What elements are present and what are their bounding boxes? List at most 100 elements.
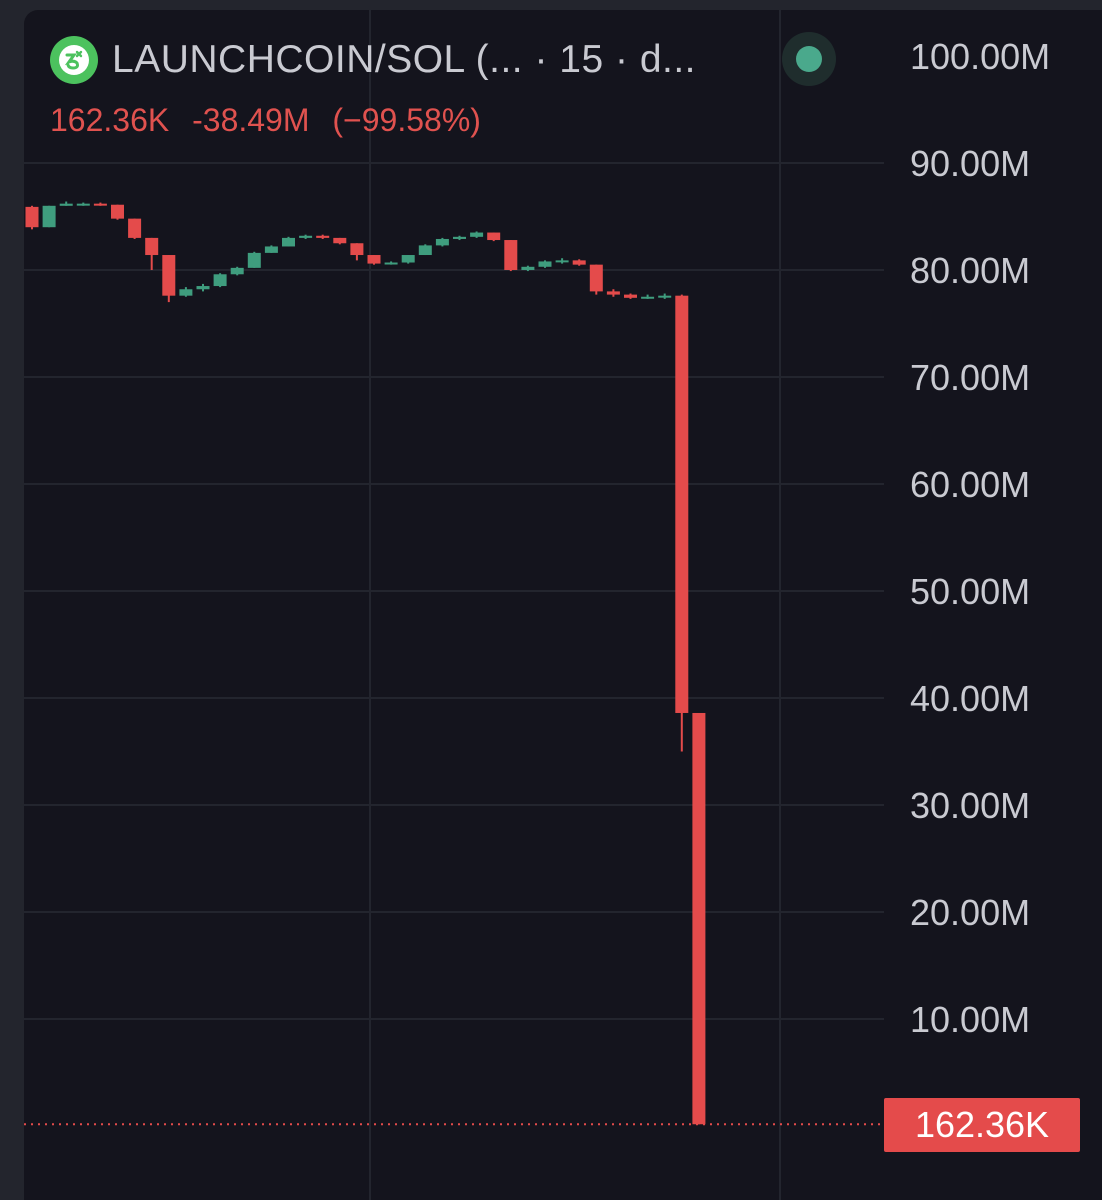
candle-body — [606, 291, 620, 295]
chart-panel[interactable]: 100.00M 90.00M 80.00M 70.00M 60.00M 50.00M 40.… — [24, 10, 1102, 1200]
price-legend: 162.36K -38.49M (−99.58%) — [50, 102, 495, 139]
candle-body — [145, 237, 159, 256]
candle — [76, 202, 90, 206]
price-change-percent: (−99.58%) — [332, 102, 481, 138]
candle — [316, 234, 330, 239]
y-axis: 100.00M 90.00M 80.00M 70.00M 60.00M 50.00M 40.… — [910, 36, 1050, 1040]
candle-body — [264, 246, 278, 253]
candle — [624, 293, 637, 299]
candle-body — [589, 264, 603, 292]
y-tick-label: 100.00M — [910, 36, 1050, 77]
candle — [145, 237, 159, 270]
candle — [692, 712, 706, 1125]
candle — [59, 201, 73, 206]
y-tick-label: 80.00M — [910, 250, 1030, 291]
candle — [572, 259, 586, 266]
y-tick-label: 90.00M — [910, 143, 1030, 184]
candle — [196, 283, 210, 292]
candle — [487, 232, 501, 242]
candle-body — [213, 274, 227, 287]
candle-body — [675, 295, 689, 713]
candle-body — [76, 203, 90, 206]
candlestick-chart[interactable]: 100.00M 90.00M 80.00M 70.00M 60.00M 50.00M 40.… — [24, 10, 1102, 1200]
candle-body — [59, 203, 73, 206]
candle — [213, 273, 227, 288]
candle — [230, 266, 244, 276]
candle — [299, 234, 313, 239]
candle — [93, 202, 107, 206]
candle-body — [384, 262, 398, 265]
y-tick-label: 10.00M — [910, 999, 1030, 1040]
candle-body — [401, 255, 415, 263]
candle-body — [538, 261, 552, 267]
candle — [350, 243, 364, 261]
candle-body — [299, 235, 313, 238]
candle-body — [504, 240, 518, 270]
candle — [521, 265, 535, 272]
candle-body — [350, 243, 364, 256]
candle — [658, 293, 672, 299]
chart-header: LAUNCHCOIN/SOL (... · 15 · d... — [50, 36, 697, 84]
candle — [264, 245, 278, 253]
candle-body — [470, 232, 484, 237]
candle — [162, 255, 176, 303]
y-tick-label: 60.00M — [910, 464, 1030, 505]
candle — [504, 240, 518, 272]
candle-body — [487, 232, 501, 241]
candle — [606, 289, 620, 297]
candle — [435, 237, 449, 247]
last-price-value: 162.36K — [50, 102, 170, 138]
y-tick-label: 50.00M — [910, 571, 1030, 612]
candle — [25, 205, 39, 230]
candle-body — [555, 260, 569, 263]
candle — [247, 251, 261, 268]
coin-logo-icon — [50, 36, 98, 84]
candle-body — [572, 260, 586, 265]
y-tick-label: 30.00M — [910, 785, 1030, 826]
y-tick-label: 70.00M — [910, 357, 1030, 398]
candle-body — [247, 252, 261, 268]
candle-body — [316, 235, 330, 238]
candle — [418, 244, 432, 256]
candle — [42, 205, 56, 228]
last-price-badge: 162.36K — [884, 1098, 1080, 1152]
candle — [675, 294, 689, 752]
candle-body — [25, 206, 39, 228]
candle — [401, 255, 415, 264]
candle-body — [453, 236, 466, 239]
candle — [470, 231, 484, 238]
y-tick-label: 20.00M — [910, 892, 1030, 933]
candle-body — [162, 255, 176, 296]
candle-body — [42, 205, 56, 228]
live-status-dot-icon — [796, 46, 822, 72]
candle-body — [435, 238, 449, 246]
candle — [384, 261, 398, 265]
candle-body — [641, 296, 655, 299]
last-price-badge-label: 162.36K — [914, 1104, 1050, 1145]
candle — [453, 235, 466, 241]
candles — [25, 201, 706, 1125]
candle-body — [333, 237, 347, 244]
candle-body — [367, 255, 381, 264]
candle-body — [692, 712, 706, 1125]
candle-body — [658, 295, 672, 298]
live-status-indicator[interactable] — [782, 32, 836, 86]
candle-body — [418, 245, 432, 256]
candle-body — [93, 203, 107, 206]
candle-body — [624, 294, 637, 298]
symbol-title[interactable]: LAUNCHCOIN/SOL (... · 15 · d... — [112, 38, 697, 81]
grid-lines — [24, 10, 884, 1200]
candle — [538, 260, 552, 268]
candle-body — [128, 218, 142, 238]
candle-body — [282, 237, 295, 247]
candle-body — [521, 266, 535, 270]
candle-body — [179, 289, 193, 296]
candle — [589, 264, 603, 295]
y-tick-label: 40.00M — [910, 678, 1030, 719]
candle — [179, 287, 193, 297]
price-change-value: -38.49M — [192, 102, 310, 138]
candle — [641, 294, 655, 299]
candle — [128, 218, 142, 239]
candle — [367, 255, 381, 265]
candle-body — [230, 267, 244, 275]
